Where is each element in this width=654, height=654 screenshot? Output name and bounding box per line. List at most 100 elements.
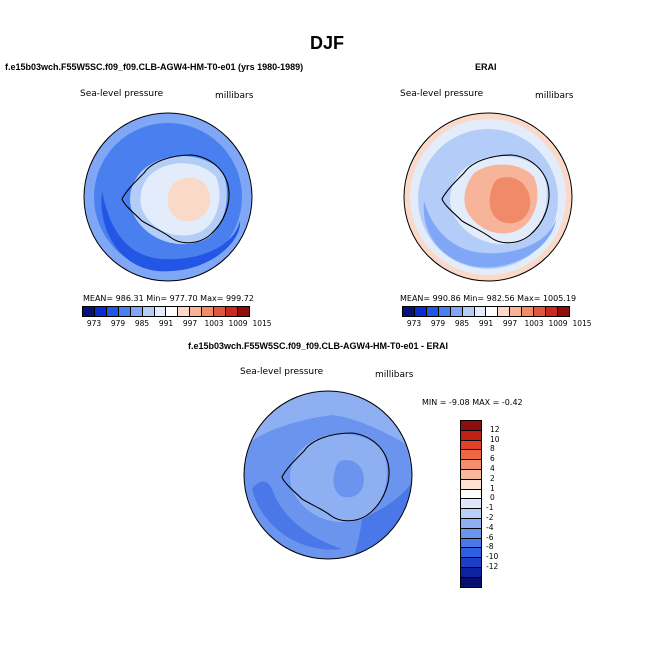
colorbar-swatch <box>450 307 463 316</box>
colorbar-swatch <box>461 518 481 529</box>
colorbar-tick-label: 1009 <box>228 319 248 328</box>
colorbar-swatch <box>461 577 481 587</box>
colorbar-tick-label: 2 <box>490 473 495 483</box>
colorbar-swatch <box>522 307 535 316</box>
colorbar-tick-label: 1 <box>490 483 495 493</box>
colorbar-swatch <box>461 499 481 510</box>
figure-title: DJF <box>309 33 344 53</box>
colorbar-tick-label: 0 <box>490 493 495 503</box>
colorbar-swatch <box>94 307 107 316</box>
colorbar-tick-label: 997 <box>502 319 518 328</box>
colorbar-tick-label: 997 <box>182 319 198 328</box>
colorbar-swatch <box>461 509 481 519</box>
colorbar-tick-label: 12 <box>490 424 500 434</box>
colorbar-swatch <box>83 307 95 316</box>
panel1-map-border <box>83 112 253 282</box>
colorbar-swatch <box>106 307 119 316</box>
panel1-units-label: millibars <box>215 91 254 101</box>
colorbar-tick-label: -6 <box>486 532 494 542</box>
panel1-polar-map <box>83 112 253 282</box>
panel3-variable-label: Sea-level pressure <box>240 367 324 377</box>
panel1-variable-label: Sea-level pressure <box>80 89 164 99</box>
colorbar-swatch <box>214 307 227 316</box>
panel2-colorbar-swatches <box>402 306 570 317</box>
colorbar-tick-label: 979 <box>430 319 446 328</box>
panel2-coastline <box>441 154 550 244</box>
colorbar-swatch <box>403 307 415 316</box>
panel2-map-border <box>403 112 573 282</box>
colorbar-swatch <box>461 558 481 568</box>
colorbar-swatch <box>510 307 523 316</box>
panel2-low-pressure-trough <box>423 201 556 268</box>
colorbar-swatch <box>474 307 487 316</box>
colorbar-tick-label: 4 <box>490 464 495 473</box>
colorbar-swatch <box>118 307 131 316</box>
colorbar-swatch <box>226 307 238 316</box>
colorbar-tick-label: 985 <box>134 319 150 328</box>
colorbar-tick-label: 1003 <box>204 319 224 328</box>
panel2-stats: MEAN= 990.86 Min= 982.56 Max= 1005.19 <box>400 294 577 303</box>
panel3-coastline <box>281 432 390 522</box>
colorbar-tick-label: 8 <box>490 444 495 454</box>
colorbar-swatch <box>557 307 569 316</box>
colorbar-tick-label: -12 <box>486 562 499 571</box>
colorbar-swatch <box>154 307 167 316</box>
colorbar-swatch <box>461 548 481 559</box>
panel1-title: f.e15b03wch.F55W5SC.f09_f09.CLB-AGW4-HM-… <box>5 62 304 72</box>
panel3-stats: MIN = -9.08 MAX = -0.42 <box>422 398 523 407</box>
panel3-colorbar-labels: 12 10 8 6 4 2 1 0 -1 -2 -4 -6 -8 -10 -12 <box>486 420 516 580</box>
panel1-low-pressure-trough <box>101 191 241 272</box>
colorbar-swatch <box>166 307 179 316</box>
colorbar-tick-label: 1015 <box>572 319 592 328</box>
colorbar-swatch <box>546 307 558 316</box>
colorbar-tick-label: 1015 <box>252 319 272 328</box>
panel3-north-band <box>244 391 412 449</box>
colorbar-tick-label: 1009 <box>548 319 568 328</box>
colorbar-tick-label: 973 <box>406 319 422 328</box>
panel3-colorbar: 12 10 8 6 4 2 1 0 -1 -2 -4 -6 -8 -10 -12 <box>460 420 500 588</box>
panel1-high-pressure <box>167 177 211 222</box>
panel3-units-label: millibars <box>375 370 414 380</box>
panel2-colorbar-labels: 973 979 985 991 997 1003 1009 1015 <box>402 317 592 329</box>
colorbar-tick-label: 1003 <box>524 319 544 328</box>
panel2-title: ERAI <box>475 62 497 72</box>
colorbar-swatch <box>461 421 481 431</box>
colorbar-swatch <box>202 307 215 316</box>
colorbar-tick-label: 973 <box>86 319 102 328</box>
panel3-title: f.e15b03wch.F55W5SC.f09_f09.CLB-AGW4-HM-… <box>188 341 449 351</box>
colorbar-swatch <box>462 307 475 316</box>
colorbar-tick-label: -2 <box>486 513 494 522</box>
colorbar-swatch <box>426 307 439 316</box>
panel3-west-anomaly <box>252 481 342 550</box>
panel3-colorbar-swatches <box>460 420 482 588</box>
colorbar-swatch <box>461 460 481 470</box>
colorbar-tick-label: 979 <box>110 319 126 328</box>
colorbar-swatch <box>414 307 427 316</box>
panel2-variable-label: Sea-level pressure <box>400 89 484 99</box>
panel1-colorbar-swatches <box>82 306 250 317</box>
colorbar-swatch <box>461 450 481 461</box>
panel2-units-label: millibars <box>535 91 574 101</box>
colorbar-tick-label: 6 <box>490 454 495 464</box>
colorbar-tick-label: -4 <box>486 522 494 532</box>
panel2-high-pressure-core <box>489 177 531 224</box>
colorbar-tick-label: 991 <box>478 319 494 328</box>
panel1-colorbar-labels: 973 979 985 991 997 1003 1009 1015 <box>82 317 272 329</box>
panel2-polar-map <box>403 112 573 282</box>
colorbar-swatch <box>461 528 481 539</box>
colorbar-tick-label: -10 <box>486 552 499 562</box>
colorbar-tick-label: 991 <box>158 319 174 328</box>
panel3-continent-anomaly <box>333 459 364 498</box>
colorbar-swatch <box>486 307 499 316</box>
panel2-colorbar: 973 979 985 991 997 1003 1009 1015 <box>402 306 592 329</box>
colorbar-swatch <box>461 469 481 480</box>
colorbar-tick-label: -1 <box>486 503 494 513</box>
colorbar-swatch <box>130 307 143 316</box>
colorbar-swatch <box>237 307 249 316</box>
panel3-polar-map <box>243 390 413 560</box>
panel1-colorbar: 973 979 985 991 997 1003 1009 1015 <box>82 306 272 329</box>
colorbar-swatch <box>461 567 481 578</box>
colorbar-tick-label: 10 <box>490 434 500 444</box>
colorbar-tick-label: 985 <box>454 319 470 328</box>
colorbar-swatch <box>461 440 481 451</box>
